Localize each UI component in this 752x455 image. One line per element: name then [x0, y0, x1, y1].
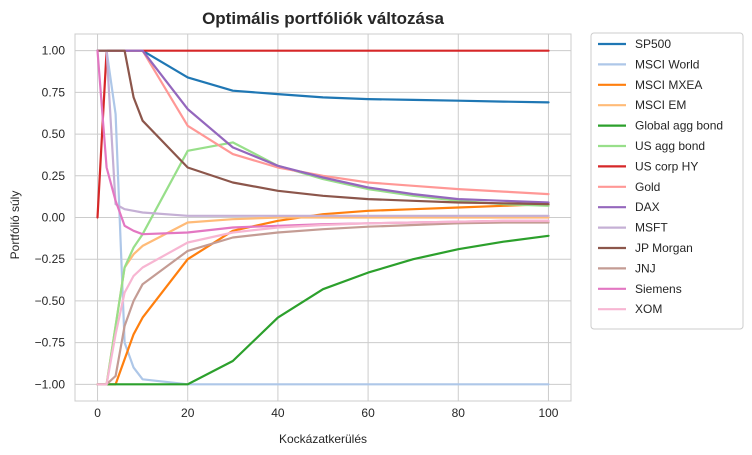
legend-entry: MSCI MXEA [598, 78, 702, 92]
legend-entry: JNJ [598, 261, 656, 275]
series-line-5 [96, 141, 550, 386]
legend-entry: XOM [598, 302, 662, 316]
series-line-11 [96, 221, 550, 386]
x-axis-label: Kockázatkerülés [279, 432, 367, 446]
series-line-2 [96, 203, 550, 386]
y-tick-label: 0.25 [42, 169, 66, 183]
legend-entry: SP500 [598, 37, 671, 51]
series-lines [96, 49, 550, 386]
x-axis-ticks: 0 20 40 60 80 100 [94, 406, 559, 420]
legend-label: MSCI EM [635, 98, 686, 112]
y-tick-label: −0.75 [35, 336, 66, 350]
legend-label: SP500 [635, 37, 671, 51]
legend-entry: Global agg bond [598, 119, 723, 133]
y-axis-label: Portfólió súly [8, 191, 22, 260]
series-line-4 [96, 234, 550, 386]
legend-box [590, 32, 744, 330]
legend-label: JNJ [635, 261, 656, 275]
y-axis-ticks: 1.00 0.75 0.50 0.25 0.00 −0.25 −0.50 −0.75 −1.00 [35, 44, 66, 392]
legend-entry: JP Morgan [598, 241, 693, 255]
series-line-10 [96, 49, 550, 206]
legend-items: SP500 MSCI World MSCI MXEA MSCI EM Global ag… [598, 37, 723, 316]
legend-label: Siemens [635, 282, 682, 296]
legend-entry: MSCI EM [598, 98, 686, 112]
series-line-9 [96, 49, 550, 217]
y-tick-label: −0.25 [35, 252, 66, 266]
legend-entry: MSCI World [598, 57, 699, 71]
legend-label: US agg bond [635, 139, 705, 153]
legend-label: US corp HY [635, 159, 698, 173]
legend: SP500 MSCI World MSCI MXEA MSCI EM Global ag… [590, 32, 744, 330]
x-tick-label: 100 [538, 406, 558, 420]
y-tick-label: 0.00 [42, 211, 66, 225]
legend-entry: Siemens [598, 282, 682, 296]
y-tick-label: 1.00 [42, 44, 66, 58]
y-tick-label: −0.50 [35, 294, 66, 308]
legend-label: MSCI MXEA [635, 78, 702, 92]
legend-entry: DAX [598, 200, 660, 214]
chart-title: Optimális portfóliók változása [202, 9, 444, 28]
legend-entry: MSFT [598, 221, 668, 235]
legend-label: XOM [635, 302, 662, 316]
legend-entry: US corp HY [598, 159, 698, 173]
y-tick-label: −1.00 [35, 377, 66, 391]
x-tick-label: 60 [361, 406, 375, 420]
legend-entry: Gold [598, 180, 660, 194]
legend-label: MSCI World [635, 57, 699, 71]
y-tick-label: 0.75 [42, 85, 66, 99]
legend-label: MSFT [635, 221, 668, 235]
legend-label: Gold [635, 180, 660, 194]
x-tick-label: 20 [181, 406, 195, 420]
x-tick-label: 0 [94, 406, 101, 420]
legend-label: JP Morgan [635, 241, 693, 255]
series-line-1 [96, 49, 550, 386]
legend-label: Global agg bond [635, 119, 723, 133]
plot-frame [74, 33, 572, 402]
series-line-13 [96, 219, 550, 386]
x-tick-label: 40 [271, 406, 285, 420]
legend-entry: US agg bond [598, 139, 705, 153]
legend-label: DAX [635, 200, 660, 214]
x-tick-label: 80 [452, 406, 466, 420]
y-tick-label: 0.50 [42, 127, 66, 141]
